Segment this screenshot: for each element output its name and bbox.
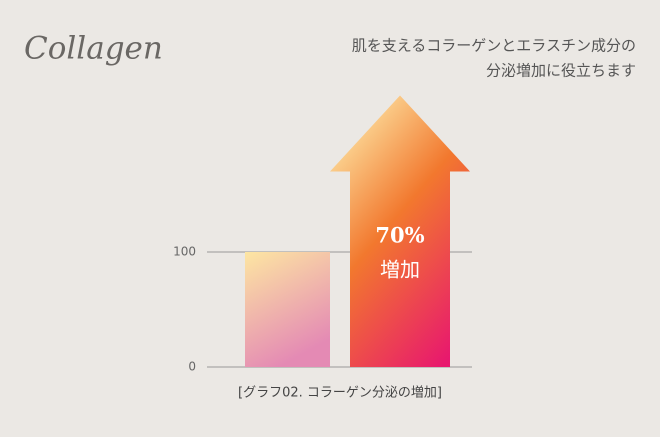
- subtitle: 肌を支えるコラーゲンとエラスチン成分の: [352, 37, 636, 55]
- chart-title: Collagen: [24, 31, 163, 67]
- annotation: 70%: [375, 223, 424, 248]
- y-tick-label: 0: [188, 360, 196, 374]
- y-tick-label: 100: [173, 245, 196, 259]
- arrow-bar: [330, 95, 470, 367]
- annotation: 増加: [380, 258, 420, 282]
- subtitle: 分泌増加に役立ちます: [486, 62, 636, 80]
- caption: [グラフ02. コラーゲン分泌の増加]: [238, 386, 442, 401]
- bar: [245, 252, 330, 367]
